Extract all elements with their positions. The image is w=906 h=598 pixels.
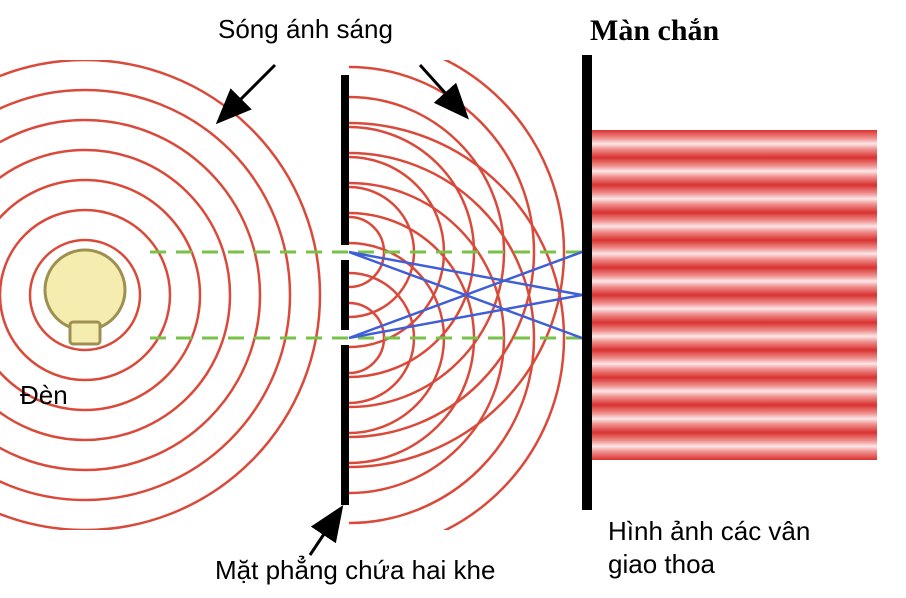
- screen-bar: [582, 55, 592, 510]
- fringe-pattern: [592, 130, 877, 460]
- blue-line-3: [349, 252, 582, 295]
- blue-line-4: [349, 295, 582, 338]
- arrow-wave-left: [220, 65, 275, 120]
- label-fringes: Hình ảnh các vân giao thoa: [608, 515, 810, 580]
- label-screen: Màn chắn: [590, 14, 719, 48]
- label-light-wave: Sóng ánh sáng: [218, 14, 393, 45]
- arrow-slit-plane: [310, 510, 340, 555]
- lamp-icon: [45, 250, 125, 344]
- arrow-wave-right: [420, 65, 465, 115]
- label-lamp: Đèn: [20, 380, 68, 411]
- slit-barrier: [341, 75, 349, 505]
- label-slit-plane: Mặt phẳng chứa hai khe: [215, 555, 495, 586]
- diagram-svg: [0, 0, 906, 593]
- diagram-canvas: Sóng ánh sáng Màn chắn Đèn Mặt phẳng chứ…: [0, 0, 906, 593]
